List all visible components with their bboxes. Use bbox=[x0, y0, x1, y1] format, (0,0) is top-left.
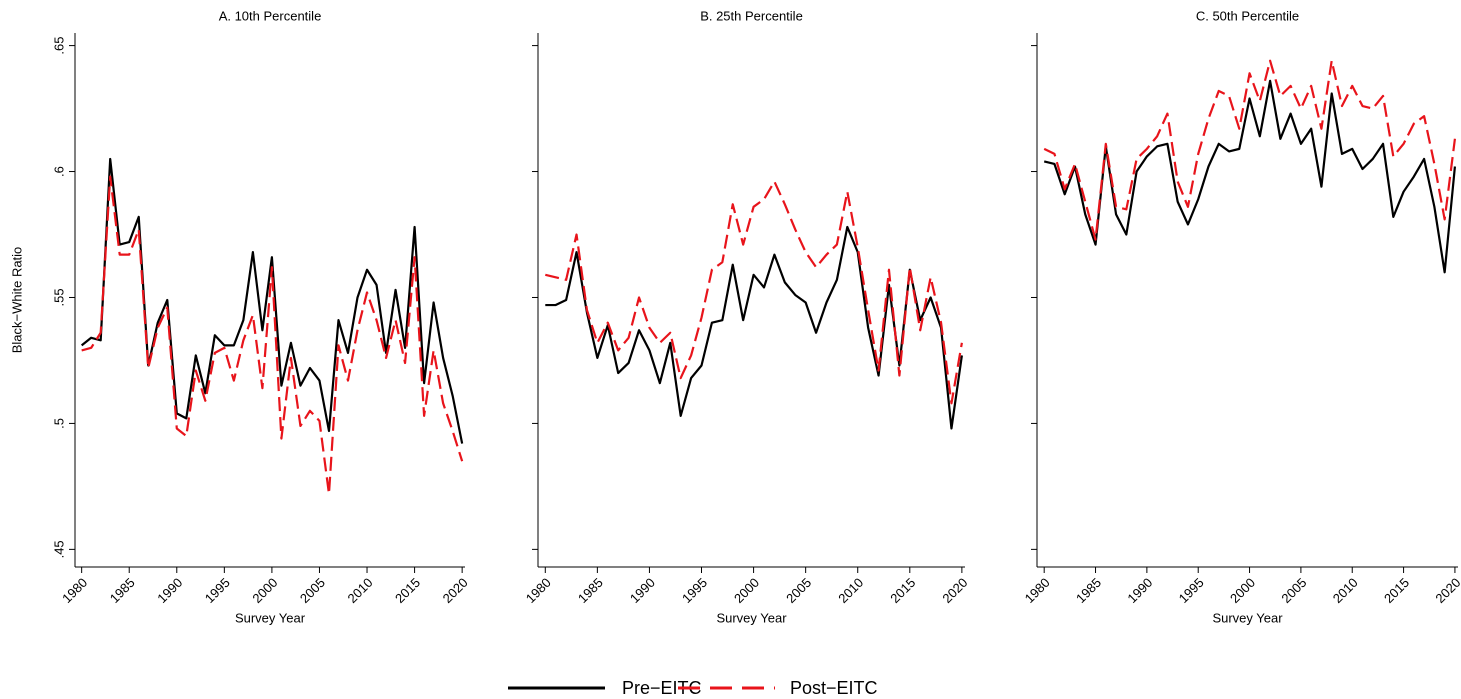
panel-title: B. 25th Percentile bbox=[700, 8, 803, 23]
x-tick-label: 1980 bbox=[1022, 575, 1053, 606]
x-tick-label: 1985 bbox=[1073, 575, 1104, 606]
y-axis-label: Black−White Ratio bbox=[9, 247, 24, 354]
x-tick-label: 1985 bbox=[575, 575, 606, 606]
x-tick-label: 2010 bbox=[835, 575, 866, 606]
x-tick-label: 1980 bbox=[59, 575, 90, 606]
x-tick-label: 2020 bbox=[1432, 575, 1461, 606]
series-line bbox=[80, 157, 464, 444]
x-tick-label: 1995 bbox=[1176, 575, 1207, 606]
y-tick-label: .5 bbox=[51, 418, 66, 429]
legend-label: Post−EITC bbox=[790, 678, 878, 698]
x-tick-label: 2020 bbox=[440, 575, 471, 606]
x-tick-label: 2015 bbox=[392, 575, 423, 606]
x-tick-label: 2000 bbox=[731, 575, 762, 606]
x-tick-label: 2005 bbox=[783, 575, 814, 606]
series-line bbox=[545, 225, 963, 430]
x-tick-label: 1990 bbox=[1124, 575, 1155, 606]
x-tick-label: 2015 bbox=[1381, 575, 1412, 606]
x-tick-label: 2000 bbox=[1227, 575, 1258, 606]
x-tick-label: 1990 bbox=[627, 575, 658, 606]
x-tick-label: 2005 bbox=[1278, 575, 1309, 606]
series-line bbox=[1043, 59, 1457, 241]
x-axis-label: Survey Year bbox=[235, 610, 306, 625]
x-tick-label: 2005 bbox=[297, 575, 328, 606]
x-tick-label: 1980 bbox=[523, 575, 554, 606]
x-tick-label: 1995 bbox=[679, 575, 710, 606]
x-tick-label: 2020 bbox=[939, 575, 970, 606]
series-line bbox=[1043, 79, 1457, 274]
x-tick-label: 2010 bbox=[345, 575, 376, 606]
panel-title: C. 50th Percentile bbox=[1196, 8, 1299, 23]
legend-label: Pre−EITC bbox=[622, 678, 702, 698]
x-axis-label: Survey Year bbox=[1212, 610, 1283, 625]
x-axis-label: Survey Year bbox=[716, 610, 787, 625]
x-tick-label: 1995 bbox=[202, 575, 233, 606]
x-tick-label: 1985 bbox=[107, 575, 138, 606]
series-line bbox=[545, 180, 963, 405]
y-tick-label: .45 bbox=[51, 540, 66, 558]
y-tick-label: .6 bbox=[51, 166, 66, 177]
x-tick-label: 1990 bbox=[154, 575, 185, 606]
panel-title: A. 10th Percentile bbox=[219, 8, 322, 23]
x-tick-label: 2000 bbox=[249, 575, 280, 606]
x-tick-label: 2015 bbox=[887, 575, 918, 606]
y-tick-label: .55 bbox=[51, 288, 66, 306]
y-tick-label: .65 bbox=[51, 37, 66, 55]
series-line bbox=[81, 175, 464, 496]
x-tick-label: 2010 bbox=[1330, 575, 1361, 606]
